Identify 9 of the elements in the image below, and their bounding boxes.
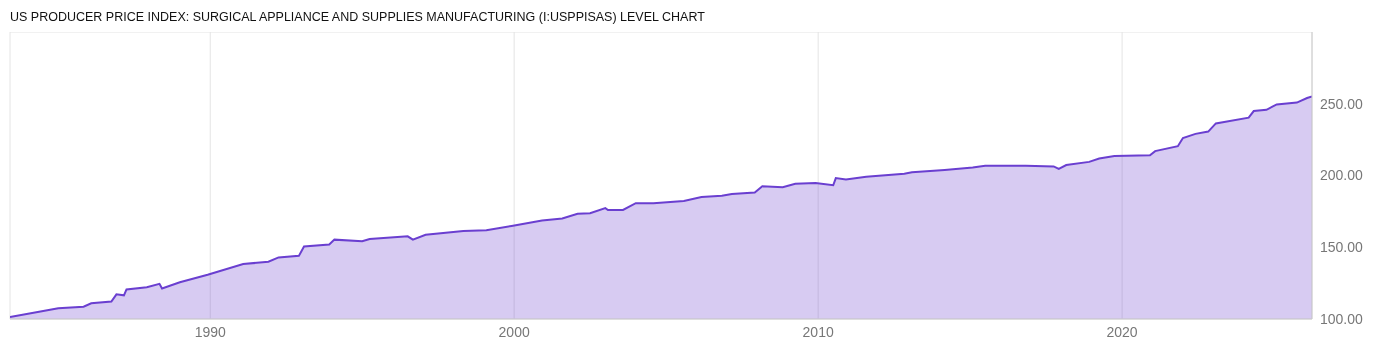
y-tick-label: 250.00 xyxy=(1320,95,1364,112)
x-tick-label: 2000 xyxy=(498,323,530,340)
x-tick-label: 2020 xyxy=(1106,323,1138,340)
y-tick-label: 200.00 xyxy=(1320,167,1364,184)
x-tick-label: 2010 xyxy=(802,323,834,340)
y-tick-label: 100.00 xyxy=(1320,310,1364,327)
y-tick-label: 150.00 xyxy=(1320,239,1364,256)
x-tick-label: 1990 xyxy=(194,323,227,340)
chart-title: US PRODUCER PRICE INDEX: SURGICAL APPLIANCE AND SUPPLIES MANUFACTURING (I:USPPISAS) LEVEL CHART xyxy=(9,9,706,26)
